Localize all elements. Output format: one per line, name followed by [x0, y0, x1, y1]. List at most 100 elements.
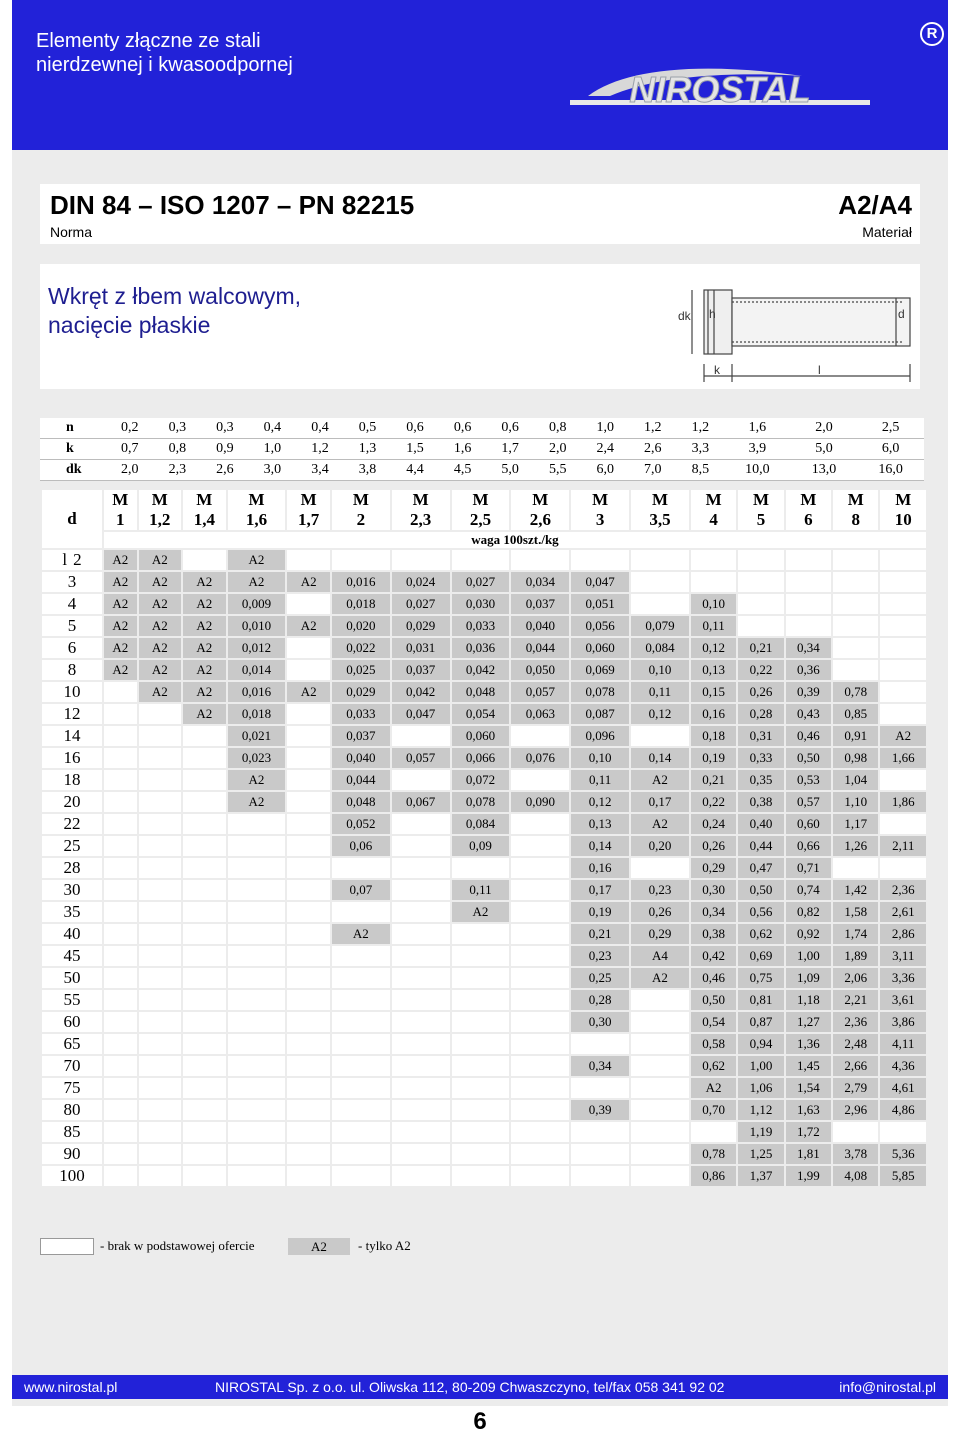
- length-label: 28: [40, 856, 104, 880]
- table-cell: 0,009: [225, 592, 288, 616]
- footer-email-link[interactable]: info@nirostal.pl: [839, 1379, 936, 1395]
- table-cell: 0,11: [688, 614, 739, 638]
- table-cell: [102, 900, 139, 924]
- table-cell: 1,26: [831, 834, 881, 858]
- spec-cell: 8,5: [676, 459, 725, 481]
- table-cell: [509, 548, 572, 572]
- table-cell: 0,33: [736, 746, 786, 770]
- table-cell: 0,056: [569, 614, 632, 638]
- table-cell: 0,11: [449, 878, 512, 902]
- spec-cell: 2,3: [153, 459, 202, 481]
- table-cell: 0,029: [329, 680, 392, 704]
- table-cell: [225, 1076, 288, 1100]
- table-cell: [181, 944, 228, 968]
- table-cell: [736, 548, 786, 572]
- table-cell: [285, 900, 332, 924]
- table-cell: 1,10: [831, 790, 881, 814]
- table-cell: 5,36: [878, 1142, 928, 1166]
- table-cell: [285, 812, 332, 836]
- table-cell: [736, 592, 786, 616]
- table-cell: [569, 1120, 632, 1144]
- table-cell: [285, 988, 332, 1012]
- table-cell: A2: [181, 592, 228, 616]
- table-cell: [329, 966, 392, 990]
- table-cell: [509, 1098, 572, 1122]
- table-cell: [389, 1142, 452, 1166]
- table-cell: [102, 1120, 139, 1144]
- table-cell: 0,87: [736, 1010, 786, 1034]
- table-cell: 0,30: [688, 878, 739, 902]
- table-cell: 0,11: [629, 680, 691, 704]
- table-cell: [449, 1076, 512, 1100]
- table-cell: [831, 636, 881, 660]
- length-label: 14: [40, 724, 104, 748]
- size-header: M 1,6: [225, 488, 288, 532]
- length-label: 70: [40, 1054, 104, 1078]
- table-cell: [389, 1164, 452, 1188]
- table-row: 3 A2 A2 A2 A2 A2 0,016 0,024 0,027 0,034 0,047: [40, 570, 928, 594]
- table-cell: 0,70: [688, 1098, 739, 1122]
- spec-cell: 0,3: [153, 418, 202, 439]
- table-cell: 0,34: [783, 636, 834, 660]
- table-cell: [136, 1164, 184, 1188]
- table-cell: 0,036: [449, 636, 512, 660]
- table-cell: 0,12: [569, 790, 632, 814]
- table-cell: 0,98: [831, 746, 881, 770]
- spec-cell: 6,0: [857, 438, 924, 460]
- table-row: 70 0,34 0,62 1,00 1,45 2,66 4,36: [40, 1054, 928, 1078]
- table-cell: [389, 1032, 452, 1056]
- spec-cell: 0,6: [391, 418, 439, 439]
- table-cell: [629, 856, 691, 880]
- table-cell: 0,044: [509, 636, 572, 660]
- page-number: 6: [473, 1408, 487, 1435]
- table-cell: [102, 988, 139, 1012]
- spec-cell: 1,0: [248, 438, 297, 460]
- table-cell: [629, 724, 691, 748]
- table-cell: [878, 1120, 928, 1144]
- table-cell: [285, 1164, 332, 1188]
- table-cell: 1,00: [736, 1054, 786, 1078]
- length-label: 20: [40, 790, 104, 814]
- table-cell: [449, 1032, 512, 1056]
- table-cell: [878, 680, 928, 704]
- table-cell: [181, 1164, 228, 1188]
- table-cell: [509, 834, 572, 858]
- table-cell: 0,12: [688, 636, 739, 660]
- table-row: 5 A2 A2 A2 0,010 A2 0,020 0,029 0,033 0,040 0,056 0…: [40, 614, 928, 638]
- table-cell: 0,58: [688, 1032, 739, 1056]
- table-row: 20 A2 0,048 0,067 0,078 0,090 0,12 0,17 0,22 0,38…: [40, 790, 928, 814]
- table-cell: A2: [688, 1076, 739, 1100]
- table-row: 75 A2 1,06 1,54 2,79 4,61: [40, 1076, 928, 1100]
- footer-website-link[interactable]: www.nirostal.pl: [24, 1379, 118, 1395]
- table-cell: 4,36: [878, 1054, 928, 1078]
- table-cell: [449, 1054, 512, 1078]
- legend-not-offered: - brak w podstawowej ofercie: [100, 1238, 255, 1253]
- table-cell: [285, 548, 332, 572]
- table-cell: 0,016: [329, 570, 392, 594]
- spec-cell: 2,6: [201, 459, 249, 481]
- table-cell: 4,11: [878, 1032, 928, 1056]
- size-header: M 2,5: [449, 488, 512, 532]
- size-header-prefix: M: [651, 490, 668, 509]
- table-cell: [285, 1142, 332, 1166]
- product-title-line1: Wkręt z łbem walcowym,: [48, 283, 302, 309]
- table-cell: 0,072: [449, 768, 512, 792]
- table-cell: [102, 724, 139, 748]
- spec-row-n: n 0,2 0,3 0,3 0,4 0,4 0,5 0,6 0,6 0,6 0,8 1,0 1,2 1,2…: [40, 418, 924, 439]
- table-cell: [225, 944, 288, 968]
- table-cell: [329, 900, 392, 924]
- table-cell: [783, 570, 834, 594]
- table-cell: 0,096: [569, 724, 632, 748]
- table-cell: [329, 1010, 392, 1034]
- table-cell: [285, 856, 332, 880]
- table-cell: A2: [136, 680, 184, 704]
- legend-a2-swatch: A2: [288, 1238, 350, 1255]
- table-cell: 1,06: [736, 1076, 786, 1100]
- table-cell: 0,78: [831, 680, 881, 704]
- material-value: A2/A4: [838, 190, 912, 220]
- table-cell: A2: [102, 592, 139, 616]
- table-cell: 1,99: [783, 1164, 834, 1188]
- norm-title: DIN 84 – ISO 1207 – PN 82215: [50, 190, 415, 220]
